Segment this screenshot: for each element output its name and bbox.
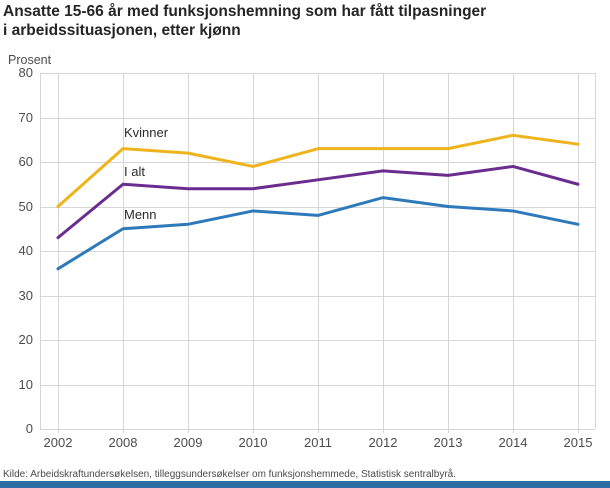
series-line-i-alt [56, 164, 580, 240]
y-tick-label: 30 [18, 287, 33, 303]
y-tick-label: 60 [18, 154, 33, 169]
x-tick-label: 2013 [433, 435, 463, 450]
x-tick-label: 2010 [238, 435, 268, 450]
series-lines [56, 133, 580, 271]
source-caption: Kilde: Arbeidskraftundersøkelsen, tilleg… [3, 469, 456, 480]
series-label-kvinner: Kvinner [124, 125, 169, 140]
chart-title: Ansatte 15-66 år med funksjonshemning so… [3, 2, 603, 40]
series-line-menn [56, 196, 580, 271]
x-tick-label: 2008 [108, 435, 138, 450]
series-label-menn: Menn [124, 207, 157, 222]
series-line-kvinner [56, 133, 580, 208]
x-tick-label: 2011 [304, 435, 332, 450]
y-tick-label: 0 [25, 421, 33, 436]
x-tick-label: 2014 [498, 435, 528, 450]
y-tick-label: 40 [18, 243, 33, 258]
x-tick-label: 2015 [563, 435, 593, 450]
footer-brand-bar [0, 481, 610, 488]
x-tick-label: 2002 [43, 435, 73, 450]
chart-title-line1: Ansatte 15-66 år med funksjonshemning so… [3, 3, 487, 20]
x-tick-label: 2012 [368, 435, 398, 450]
series-label-i-alt: I alt [124, 164, 145, 179]
y-tick-label: 10 [18, 376, 33, 392]
x-tick-label: 2009 [173, 435, 203, 450]
y-tick-label: 50 [18, 198, 33, 214]
y-tick-label: 80 [18, 65, 33, 80]
gridlines [40, 73, 596, 433]
y-tick-label: 20 [18, 332, 33, 347]
chart-title-line2: i arbeidssituasjonen, etter kjønn [3, 22, 241, 39]
y-axis-unit-label: Prosent [8, 53, 52, 67]
y-tick-label: 70 [18, 109, 33, 125]
